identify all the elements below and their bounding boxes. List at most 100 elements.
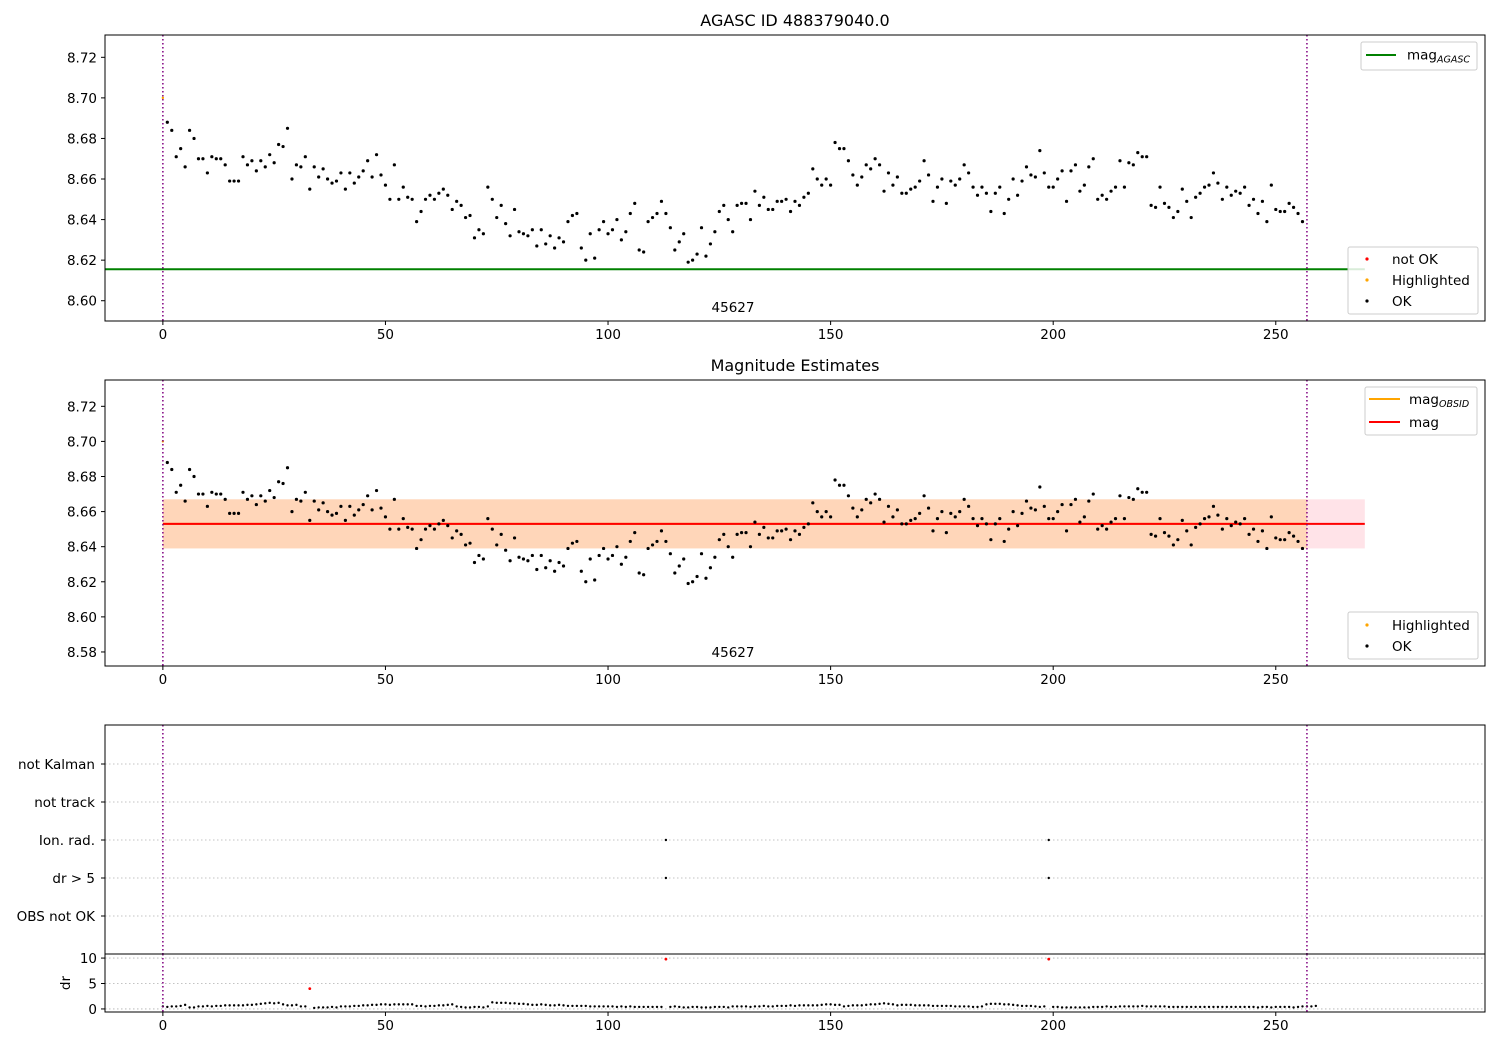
p4-frame bbox=[104, 953, 1486, 1013]
ok-point bbox=[615, 545, 619, 549]
ok-point bbox=[370, 508, 374, 512]
dr-point bbox=[1310, 1005, 1313, 1008]
dr-point bbox=[499, 1001, 503, 1005]
ok-point bbox=[410, 527, 414, 531]
dr-point bbox=[1043, 1005, 1046, 1008]
dr-point bbox=[807, 1004, 810, 1007]
dr-point bbox=[989, 1002, 993, 1006]
ok-point bbox=[1131, 497, 1135, 501]
dr-point bbox=[967, 1005, 970, 1008]
ok-point bbox=[517, 555, 521, 559]
ok-point bbox=[1180, 187, 1184, 191]
ok-point bbox=[1078, 189, 1082, 193]
ok-point bbox=[174, 490, 178, 494]
ok-point bbox=[1020, 179, 1024, 183]
p1-legend-marker bbox=[1365, 278, 1369, 282]
ok-point bbox=[775, 529, 779, 533]
ok-point bbox=[446, 524, 450, 528]
dr-point bbox=[700, 1006, 703, 1009]
ok-point bbox=[245, 163, 250, 167]
ok-point bbox=[691, 258, 695, 262]
ok-point bbox=[281, 481, 285, 486]
dr-point bbox=[442, 1004, 445, 1007]
dr-point bbox=[1038, 1005, 1042, 1009]
dr-point bbox=[166, 1005, 169, 1009]
dr-point bbox=[589, 1005, 592, 1008]
dr-point bbox=[477, 1005, 481, 1009]
dr-point bbox=[1270, 1006, 1273, 1009]
ok-point bbox=[780, 199, 784, 203]
ok-point bbox=[762, 195, 766, 199]
dr-point bbox=[206, 1004, 209, 1008]
ok-point bbox=[984, 191, 989, 195]
ok-point bbox=[236, 511, 241, 515]
ok-point bbox=[392, 163, 396, 167]
ok-point bbox=[722, 532, 726, 537]
ok-point bbox=[1118, 494, 1122, 498]
dr-point bbox=[531, 1003, 534, 1007]
dr-point bbox=[495, 1001, 498, 1005]
ok-point bbox=[1060, 169, 1064, 173]
dr-point bbox=[998, 1002, 1001, 1006]
ok-point bbox=[450, 207, 454, 212]
ok-point bbox=[615, 217, 619, 222]
dr-point bbox=[651, 1005, 654, 1009]
ok-point bbox=[504, 548, 508, 552]
dr-point bbox=[188, 1006, 191, 1009]
ok-point bbox=[869, 167, 873, 171]
ok-point bbox=[512, 536, 517, 540]
dr-point bbox=[175, 1005, 178, 1008]
ok-point bbox=[958, 177, 962, 181]
ok-point bbox=[891, 515, 895, 519]
ok-point bbox=[1149, 532, 1153, 537]
ok-point bbox=[495, 543, 499, 547]
ok-point bbox=[530, 553, 534, 558]
dr-point bbox=[927, 1004, 930, 1007]
ok-point bbox=[704, 254, 708, 258]
ok-point bbox=[1162, 201, 1167, 205]
dr-point bbox=[660, 1005, 663, 1009]
ok-point bbox=[998, 517, 1002, 521]
dr-point bbox=[526, 1003, 530, 1006]
ok-point bbox=[588, 557, 592, 561]
dr-point bbox=[949, 1004, 953, 1008]
dr-point bbox=[602, 1005, 605, 1008]
ok-point bbox=[317, 175, 321, 179]
dr-point bbox=[820, 1003, 823, 1007]
dr-point bbox=[1216, 1005, 1220, 1009]
ok-point bbox=[521, 232, 526, 236]
ok-point bbox=[463, 543, 468, 547]
ok-point bbox=[570, 541, 575, 545]
ok-point bbox=[900, 191, 904, 195]
ok-point bbox=[993, 191, 997, 195]
dr-point bbox=[1185, 1005, 1188, 1009]
dr-point bbox=[348, 1005, 352, 1008]
ok-point bbox=[682, 557, 686, 561]
dr-point bbox=[313, 1006, 316, 1010]
ok-point bbox=[1011, 509, 1015, 514]
ok-point bbox=[1283, 538, 1287, 542]
ok-point bbox=[659, 199, 664, 203]
ok-point bbox=[170, 467, 174, 472]
p1-xtick-label: 0 bbox=[159, 327, 168, 343]
ok-point bbox=[962, 163, 966, 167]
p4-xtick-label: 150 bbox=[818, 1018, 844, 1034]
dr-point bbox=[1016, 1004, 1019, 1007]
dr-point bbox=[1230, 1005, 1233, 1009]
dr-point bbox=[255, 1003, 258, 1006]
ok-point bbox=[521, 557, 526, 561]
p2-xtick-label: 0 bbox=[159, 672, 168, 688]
ok-point bbox=[877, 497, 882, 501]
ok-point bbox=[784, 197, 788, 201]
ok-point bbox=[597, 553, 601, 558]
dr-point bbox=[1203, 1005, 1206, 1009]
ok-point bbox=[548, 559, 552, 563]
ok-point bbox=[606, 232, 610, 236]
ok-point bbox=[806, 522, 810, 526]
dr-point bbox=[731, 1005, 734, 1008]
ok-point bbox=[1100, 193, 1104, 197]
ok-point bbox=[1056, 509, 1060, 514]
ok-point bbox=[250, 159, 254, 163]
dr-point bbox=[1256, 1006, 1260, 1009]
ok-point bbox=[196, 157, 201, 161]
